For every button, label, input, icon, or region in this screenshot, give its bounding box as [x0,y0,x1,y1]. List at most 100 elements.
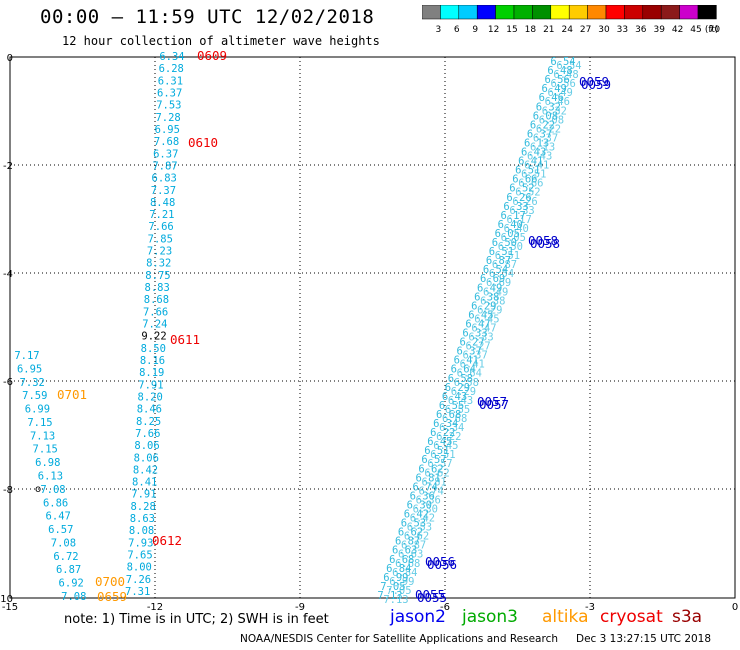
swh-value: 7.66 [143,306,168,318]
swh-value: 6.72 [53,551,78,563]
swh-value-overlap: 7.13 [383,594,408,606]
swh-value: 6.83 [152,173,177,185]
swh-value-overlap: 6.32 [542,105,567,117]
swh-value: 7.68 [154,136,179,148]
time-label-jason2: 0059 [579,74,609,89]
track-marker: o [35,484,41,495]
color-scale-tick: 33 [617,25,628,35]
swh-value: 6.31 [158,75,183,87]
swh-value-overlap: 6.27 [465,341,490,353]
swh-value: 7.23 [147,246,172,258]
swh-value: 6.95 [17,363,42,375]
time-label-cryosat: 0612 [152,533,182,548]
swh-value: 8.41 [132,477,157,489]
swh-value-overlap: 6.22 [536,123,561,135]
swh-value: 7.13 [377,590,402,602]
swh-value: 8.50 [141,343,166,355]
swh-value: 7.31 [125,586,150,598]
swh-value-overlap: 6.34 [439,422,464,434]
swh-value: 6.38 [474,291,499,303]
swh-value: 6.99 [25,404,50,416]
swh-value-overlap: 6.43 [527,151,552,163]
swh-value: 6.87 [56,564,81,576]
swh-value: 6.47 [46,511,71,523]
page-subtitle: 12 hour collection of altimeter wave hei… [62,34,380,48]
color-scale-tick: 70 [709,25,721,35]
swh-value: 7.08 [51,537,76,549]
swh-value-overlap: 6.54 [556,60,581,72]
swh-value: 7.37 [151,185,176,197]
swh-value-overlap: 6.56 [550,78,575,90]
swh-value: 8.48 [150,197,175,209]
swh-value-overlap: 7.05 [386,585,411,597]
swh-value: 8.63 [130,513,155,525]
swh-value-overlap: 6.22 [436,431,461,443]
swh-value: 6.87 [395,536,420,548]
swh-value: 6.57 [421,454,446,466]
swh-value: 8.08 [129,525,154,537]
swh-value-overlap: 6.87 [401,540,426,552]
time-label-jason2: 0057 [477,394,507,409]
swh-value-overlap: 6.48 [553,69,578,81]
swh-value: 6.33 [503,201,528,213]
y-tick-label: -4 [3,269,13,280]
y-tick-label: -8 [3,485,13,496]
swh-value-overlap: 6.17 [507,214,532,226]
swh-value-overlap: 6.45 [474,313,499,325]
swh-value-overlap: 6.69 [486,277,511,289]
x-tick-label: 0 [732,602,738,610]
swh-value: 8.46 [137,404,162,416]
swh-value: 6.62 [418,463,443,475]
swh-value: 6.81 [415,472,440,484]
swh-value-overlap: 6.68 [395,558,420,570]
swh-value: 7.59 [22,390,47,402]
swh-value: 8.75 [145,270,170,282]
swh-value: 6.37 [153,148,178,160]
time-label-jason2: 0058 [528,233,558,248]
swh-value: 7.91 [138,379,163,391]
swh-value: 6.29 [445,382,470,394]
color-scale-tick: 12 [488,25,499,35]
credit-line: NOAA/NESDIS Center for Satellite Applica… [240,633,558,645]
swh-value: 6.68 [436,409,461,421]
swh-value: 7.93 [128,537,153,549]
time-label-cryosat: 0610 [188,135,218,150]
swh-value-overlap: 6.29 [477,304,502,316]
swh-value: 6.22 [430,427,455,439]
swh-value: 6.05 [495,228,520,240]
swh-value: 8.00 [127,562,152,574]
swh-value: 6.87 [486,255,511,267]
swh-value: 6.45 [468,309,493,321]
swh-value: 6.41 [454,355,479,367]
swh-value-overlap: 6.40 [504,223,529,235]
swh-value-overlap: 6.64 [457,368,482,380]
swh-value: 6.95 [155,124,180,136]
swh-value: 7.87 [152,160,177,172]
swh-value: 6.43 [442,391,467,403]
swh-value-overlap: 6.58 [454,377,479,389]
swh-value: 8.32 [146,258,171,270]
swh-value: 6.62 [398,527,423,539]
swh-value: 7.15 [33,444,58,456]
run-timestamp: Dec 3 13:27:15 UTC 2018 [576,633,712,645]
swh-value-overlap: 6.41 [460,359,485,371]
color-scale-tick: 21 [543,25,554,35]
swh-value-overlap: 6.55 [445,404,470,416]
swh-value: 6.98 [35,457,60,469]
swh-value: 7.17 [14,350,39,362]
swh-value-overlap: 6.68 [442,413,467,425]
swh-value: 6.08 [533,110,558,122]
legend-jason2: jason2 [390,607,446,627]
swh-value: 6.54 [483,264,508,276]
color-scale-tick: 45 [690,25,701,35]
swh-value: 6.29 [471,300,496,312]
swh-value-overlap: 6.99 [389,576,414,588]
diagonal-track-band: 6.546.546.486.486.566.566.496.496.466.46… [377,56,581,606]
time-label-altika: 0659 [97,589,127,604]
swh-value: 8.06 [134,452,159,464]
swh-value: 6.13 [38,471,63,483]
swh-value: 7.13 [30,430,55,442]
swh-value: 7.32 [20,377,45,389]
swh-value-overlap: 6.38 [480,295,505,307]
swh-value: 6.92 [59,578,84,590]
